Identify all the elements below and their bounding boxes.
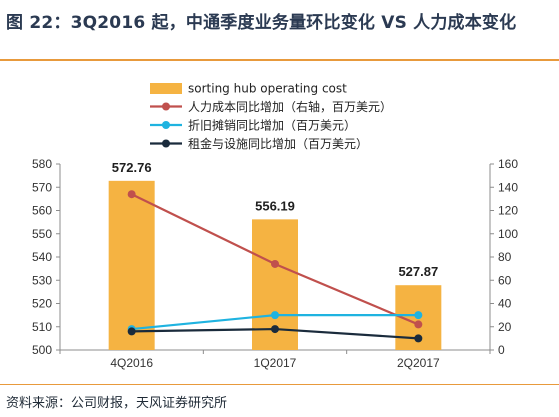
y-left-tick-label: 550 — [32, 227, 52, 241]
line-point — [414, 334, 423, 343]
bar — [108, 180, 155, 350]
legend-entry-label: sorting hub operating cost — [188, 82, 347, 96]
line-point — [414, 311, 423, 320]
y-left-tick-label: 580 — [32, 157, 52, 171]
title-divider — [0, 59, 559, 61]
bar-data-label: 556.19 — [255, 198, 295, 213]
source-divider — [0, 384, 559, 385]
y-right-tick-label: 100 — [498, 227, 518, 241]
y-right-tick-label: 40 — [498, 297, 512, 311]
bar-data-label: 527.87 — [398, 264, 438, 279]
y-left-tick-label: 530 — [32, 273, 52, 287]
source-note: 资料来源：公司财报，天风证券研究所 — [6, 396, 228, 411]
y-right-tick-label: 120 — [498, 204, 518, 218]
y-left-tick-label: 540 — [32, 250, 52, 264]
legend-swatch-marker — [162, 102, 170, 111]
chart-axes: 500 510 520 530 540 550 560 570 580 0 20 40 60 80 100 1… — [32, 157, 518, 370]
y-left-tick-label: 560 — [32, 204, 52, 218]
y-left-tick-label: 570 — [32, 180, 52, 194]
line-point — [271, 259, 279, 268]
line-point — [127, 327, 136, 336]
legend-swatch-bar — [150, 83, 182, 94]
x-tick-label: 1Q2017 — [254, 356, 297, 370]
legend-swatch-marker — [162, 121, 170, 129]
bar-data-label: 572.76 — [112, 160, 152, 175]
x-tick-label: 4Q2016 — [110, 356, 153, 370]
line-point — [271, 325, 279, 334]
line-point — [127, 190, 136, 199]
data-labels: 572.76 556.19 527.87 — [112, 160, 438, 279]
y-right-tick-label: 0 — [498, 343, 505, 357]
y-left-tick-label: 500 — [32, 343, 52, 357]
line-point — [414, 320, 423, 329]
y-right-tick-label: 160 — [498, 157, 518, 171]
y-right-tick-label: 60 — [498, 273, 512, 287]
legend-entry-label: 租金与设施同比增加（百万美元） — [188, 136, 368, 151]
y-right-tick-label: 20 — [498, 320, 512, 334]
y-left-tick-label: 520 — [32, 297, 52, 311]
x-tick-label: 2Q2017 — [397, 356, 440, 370]
y-left-tick-label: 510 — [32, 320, 52, 334]
chart-legend: sorting hub operating cost 人力成本同比增加（右轴，百万… — [150, 82, 392, 151]
figure-title: 图 22：3Q2016 起，中通季度业务量环比变化 VS 人力成本变化 — [6, 13, 517, 33]
legend-swatch-marker — [162, 139, 170, 148]
line-series — [127, 190, 423, 343]
y-right-tick-label: 140 — [498, 180, 518, 194]
legend-entry-label: 人力成本同比增加（右轴，百万美元） — [188, 99, 392, 114]
line-point — [271, 311, 279, 320]
y-right-tick-label: 80 — [498, 250, 512, 264]
legend-entry-label: 折旧摊销同比增加（百万美元） — [188, 118, 356, 133]
